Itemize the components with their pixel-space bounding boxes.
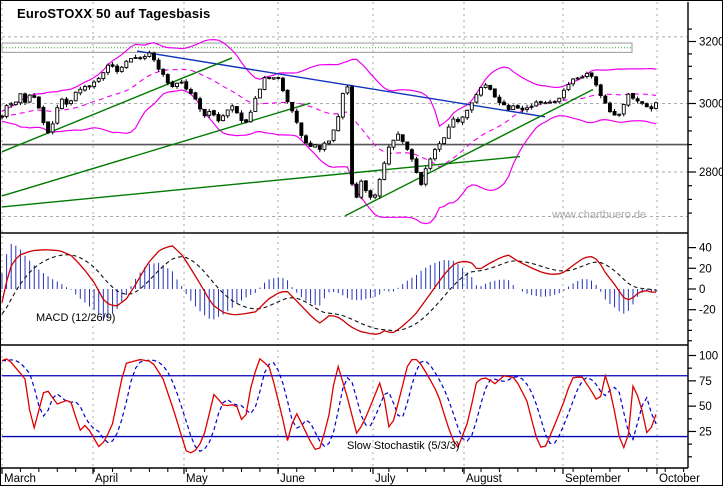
axis-tick-label: 40 xyxy=(699,243,712,255)
gridlines xyxy=(1,2,688,468)
axis-tick-label: 75 xyxy=(699,376,712,388)
candlesticks xyxy=(1,50,658,200)
axis-tick-label: 3200 xyxy=(699,37,723,49)
axis-tick-label: 50 xyxy=(699,401,712,413)
stochastic-panel xyxy=(1,357,688,454)
up-trendline-shallow xyxy=(1,155,521,208)
axis-tick-label: 2800 xyxy=(699,167,723,179)
up-trendline-steep xyxy=(1,57,233,153)
month-label: March xyxy=(4,473,36,485)
axis-tick-label: 25 xyxy=(699,426,712,438)
up-trendline-june-low xyxy=(344,88,594,217)
right-axis: 3200 3000 2800 40 20 0 -20 100 75 50 25 xyxy=(687,2,723,468)
month-label: April xyxy=(95,473,118,485)
month-label: September xyxy=(565,473,621,485)
axis-tick-label: -20 xyxy=(699,305,716,317)
trendlines xyxy=(1,50,594,217)
down-trendline-blue xyxy=(136,50,546,118)
month-label: May xyxy=(186,473,208,485)
up-trendline-mid xyxy=(1,102,311,197)
month-label: October xyxy=(659,473,700,485)
macd-panel xyxy=(1,243,657,335)
bottom-axis: March April May June July August September Octo… xyxy=(1,467,700,485)
month-label: June xyxy=(280,473,305,485)
resistance-zone xyxy=(1,42,633,53)
month-label: August xyxy=(466,473,503,485)
axis-tick-label: 0 xyxy=(699,284,705,296)
axis-tick-label: 3000 xyxy=(699,99,723,111)
axis-tick-label: 100 xyxy=(699,351,718,363)
axis-tick-label: 20 xyxy=(699,263,712,275)
month-label: July xyxy=(375,473,396,485)
